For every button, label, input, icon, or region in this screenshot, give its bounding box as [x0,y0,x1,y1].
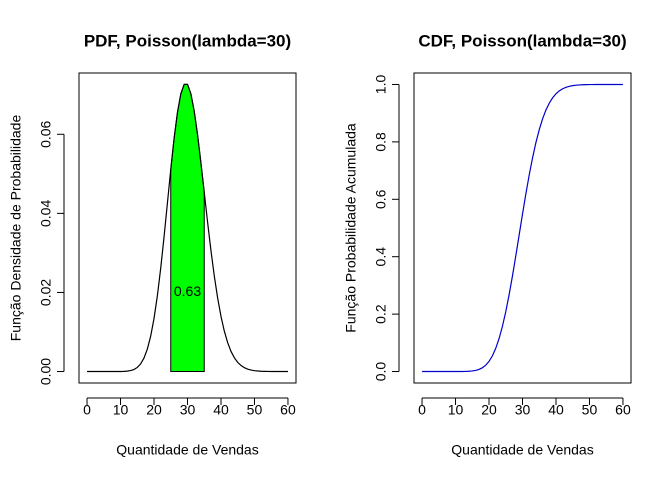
x-tick-label: 40 [548,402,564,418]
x-tick-label: 20 [146,402,162,418]
x-tick-label: 60 [615,402,631,418]
data-line [422,83,623,373]
x-tick-label: 30 [180,402,196,418]
annotation: 0.63 [174,283,201,299]
y-tick-label: 0.8 [373,132,389,152]
x-axis-label: Quantidade de Vendas [451,442,593,458]
y-tick-label: 0.2 [373,304,389,324]
y-tick-label: 0.6 [373,189,389,209]
y-axis-label: Função Probabilidade Acumulada [343,123,359,333]
x-tick-label: 60 [280,402,296,418]
x-tick-label: 40 [213,402,229,418]
chart-title: CDF, Poisson(lambda=30) [418,31,626,50]
x-tick-label: 30 [515,402,531,418]
plot-box [413,72,632,384]
y-tick-label: 0.0 [373,362,389,382]
x-tick-label: 20 [481,402,497,418]
y-axis-label: Função Densidade de Probabilidade [8,115,24,342]
plot-box [78,72,297,384]
x-tick-label: 0 [418,402,426,418]
x-tick-label: 10 [113,402,129,418]
x-tick-label: 0 [83,402,91,418]
y-tick-label: 0.06 [38,120,54,147]
y-tick-label: 0.4 [373,247,389,267]
y-tick-label: 0.02 [38,279,54,306]
x-tick-label: 50 [247,402,263,418]
chart-title: PDF, Poisson(lambda=30) [84,31,291,50]
x-tick-label: 10 [448,402,464,418]
data-line [87,83,288,373]
x-tick-label: 50 [582,402,598,418]
y-tick-label: 0.00 [38,358,54,385]
y-tick-label: 1.0 [373,75,389,95]
x-axis-label: Quantidade de Vendas [116,442,258,458]
y-tick-label: 0.04 [38,200,54,227]
